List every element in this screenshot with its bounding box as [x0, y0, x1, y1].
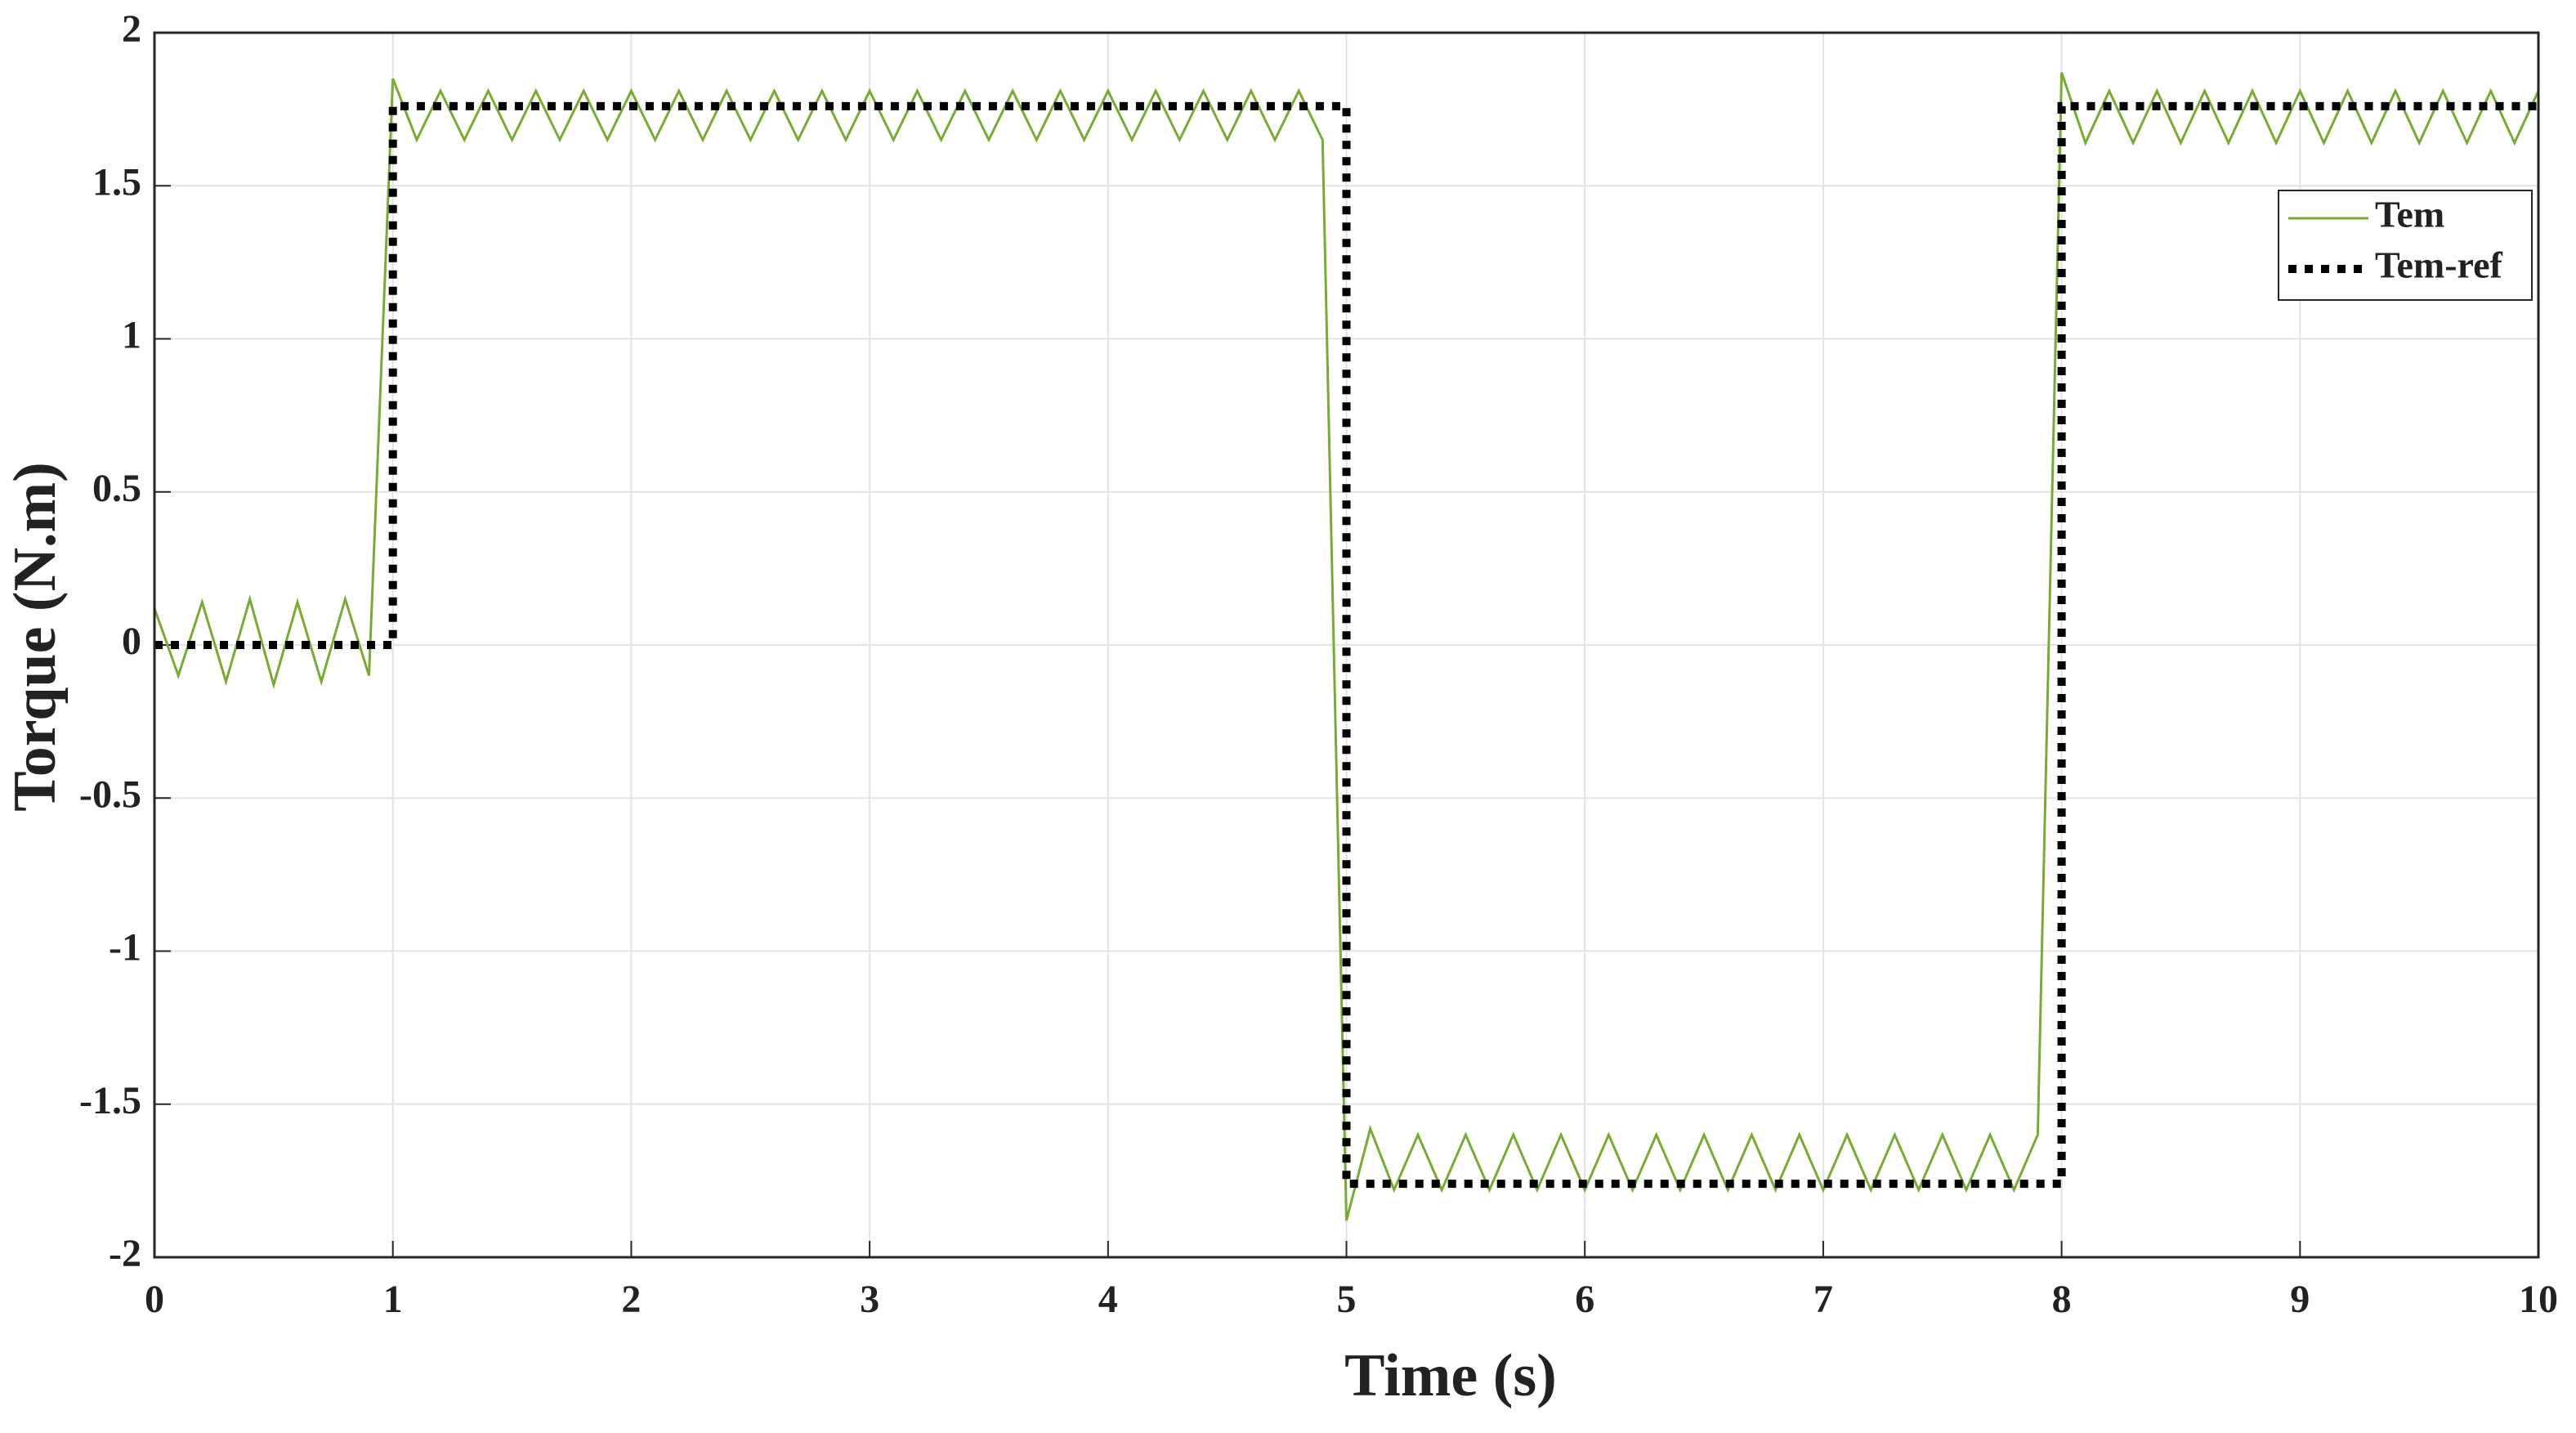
x-axis-label: Time (s): [1344, 1342, 1557, 1409]
legend-box: [2278, 190, 2533, 301]
x-tick-label: 9: [2290, 1278, 2310, 1321]
x-tick-label: 5: [1337, 1278, 1357, 1321]
y-tick-label: 0: [122, 620, 141, 663]
x-tick-label: 0: [145, 1278, 164, 1321]
x-tick-label: 1: [383, 1278, 403, 1321]
y-tick-label: -1.5: [79, 1079, 141, 1122]
x-tick-label: 7: [1813, 1278, 1833, 1321]
y-tick-label: 1: [122, 314, 141, 357]
plot-frame: [153, 31, 2540, 1259]
x-tick-label: 8: [2052, 1278, 2072, 1321]
y-tick-label: 0.5: [92, 467, 141, 510]
x-tick-label: 6: [1575, 1278, 1594, 1321]
y-tick-label: 2: [122, 7, 141, 51]
series-line: [153, 72, 2540, 1221]
y-tick-label: -0.5: [79, 772, 141, 816]
y-tick-label: 1.5: [92, 160, 141, 204]
legend-label: Tem: [2375, 194, 2444, 235]
x-tick-label: 2: [621, 1278, 641, 1321]
x-tick-label: 3: [860, 1278, 879, 1321]
x-tick-label: 4: [1098, 1278, 1118, 1321]
legend-label: Tem-ref: [2375, 244, 2503, 286]
y-axis-label: Torque (N.m): [2, 462, 69, 812]
series-line: [154, 101, 2538, 1189]
y-tick-label: -1: [109, 926, 141, 970]
x-tick-label: 10: [2519, 1278, 2558, 1321]
y-tick-label: -2: [109, 1232, 141, 1275]
